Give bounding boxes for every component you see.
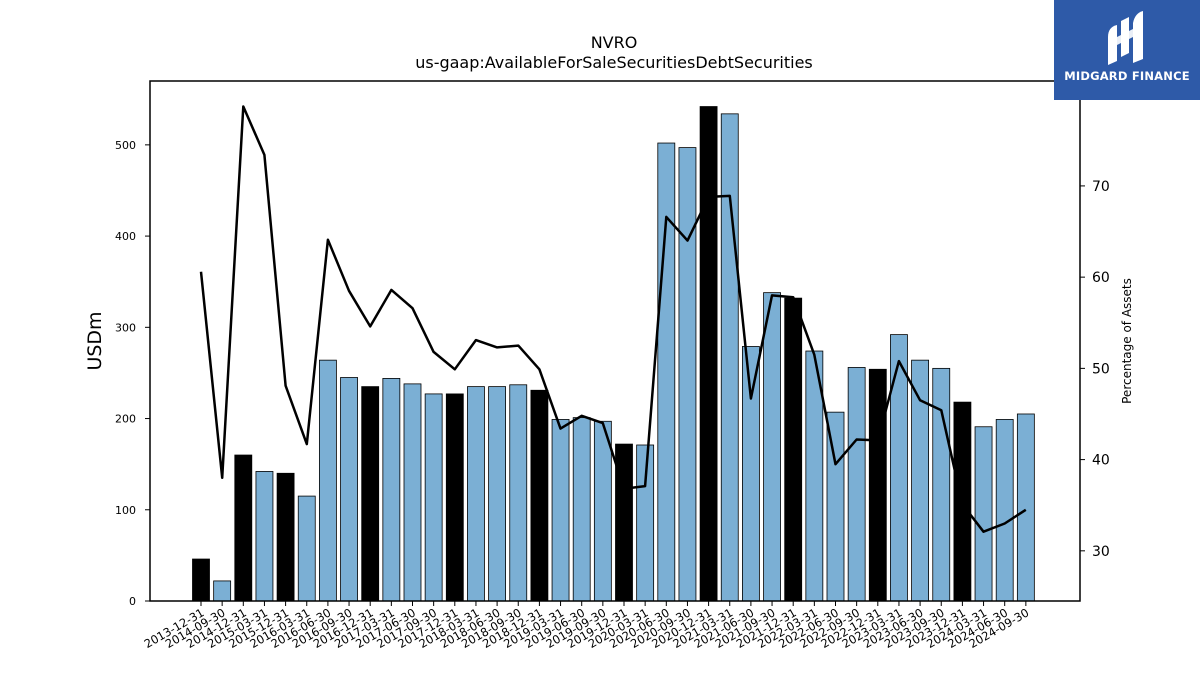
y2-tick-label: 70 (1092, 179, 1110, 195)
x-axis: 2013-12-312014-09-302014-12-312015-03-31… (142, 601, 1031, 651)
bar-2023-06-30 (911, 359, 929, 602)
y-tick-label: 400 (115, 230, 136, 243)
bar-2019-09-30 (593, 420, 612, 602)
y-tick-label: 500 (115, 139, 136, 152)
bar-2017-09-30 (424, 393, 443, 602)
bar-2016-06-30 (318, 359, 337, 602)
bar-2014-09-30 (213, 580, 232, 602)
bar-2015-03-31 (255, 471, 274, 602)
chart-title: NVRO (591, 33, 638, 52)
bar-2018-12-31 (530, 389, 549, 602)
bar-series (192, 106, 1035, 602)
bar-2020-09-30 (678, 147, 697, 602)
bar-2022-06-30 (826, 411, 845, 602)
midgard-finance-logo: MIDGARD FINANCE (1054, 0, 1200, 100)
bar-2018-09-30 (509, 384, 528, 602)
bar-2021-12-31 (784, 297, 803, 602)
y-tick-label: 0 (129, 595, 136, 608)
y2-tick-label: 30 (1092, 544, 1110, 560)
bar-2018-03-31 (467, 386, 485, 602)
percentage-line (199, 105, 1027, 533)
chart-subtitle: us-gaap:AvailableForSaleSecuritiesDebtSe… (415, 53, 813, 72)
bar-2023-09-30 (932, 367, 951, 602)
y-axis-label: USDm (84, 311, 106, 370)
bar-2016-03-31 (297, 495, 316, 602)
bar-2018-06-30 (488, 386, 507, 602)
midgard-logo-icon (1108, 11, 1143, 65)
bar-2021-09-30 (763, 292, 781, 602)
bar-2024-06-30 (995, 419, 1014, 602)
bar-2017-12-31 (445, 393, 464, 602)
y2-tick-label: 60 (1092, 270, 1110, 286)
y-tick-label: 300 (115, 321, 136, 334)
bar-2013-12-31 (192, 558, 210, 602)
y2-tick-label: 40 (1092, 453, 1110, 469)
bar-2017-03-31 (382, 378, 401, 602)
bar-2022-12-31 (868, 368, 887, 602)
bar-2016-12-31 (361, 386, 380, 602)
bar-2024-03-31 (974, 426, 993, 602)
bar-2014-12-31 (234, 454, 253, 602)
bar-2019-06-30 (572, 417, 591, 602)
bar-2021-06-30 (742, 346, 760, 602)
y-axis-left: 0 100 200 300 400 500 (115, 139, 150, 608)
bar-2020-06-30 (657, 142, 676, 602)
bar-2021-03-31 (720, 113, 739, 602)
percentage-line-series (199, 105, 1027, 533)
y-tick-label: 200 (115, 413, 136, 426)
y2-axis-label: Percentage of Assets (1120, 278, 1134, 404)
bar-2020-12-31 (699, 106, 718, 602)
y-axis-right: 30 40 50 60 70 (1080, 179, 1110, 560)
bar-2022-09-30 (847, 367, 866, 602)
logo-text: MIDGARD FINANCE (1064, 69, 1190, 83)
y2-tick-label: 50 (1092, 361, 1110, 377)
bar-2020-03-31 (636, 444, 655, 602)
bar-2015-12-31 (276, 472, 295, 602)
y-tick-label: 100 (115, 504, 136, 517)
bar-2016-09-30 (340, 377, 358, 602)
plot-frame (149, 80, 1081, 602)
bar-2019-03-31 (551, 419, 570, 602)
bar-2017-06-30 (403, 383, 422, 602)
bar-2024-09-30 (1016, 413, 1035, 602)
